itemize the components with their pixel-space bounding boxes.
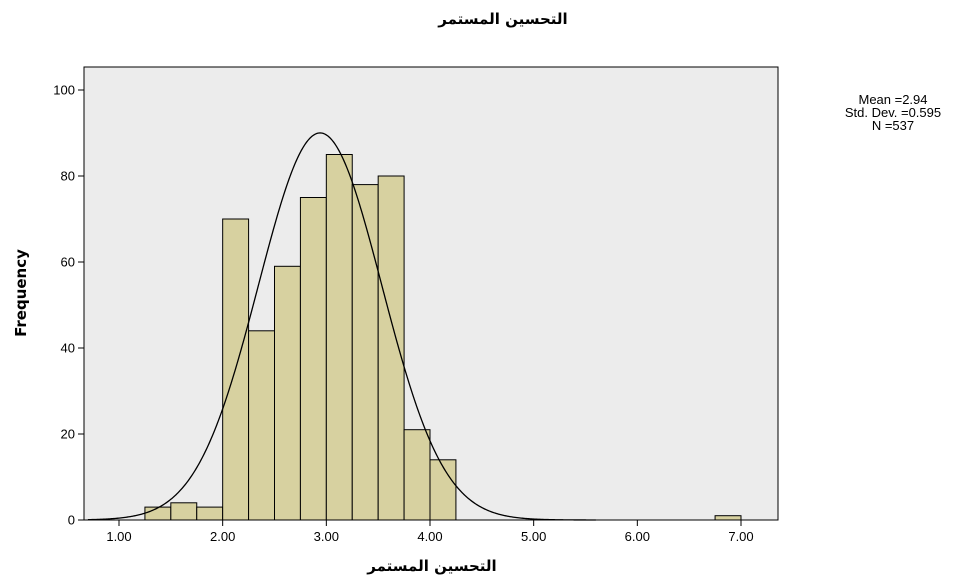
x-tick-label: 3.00 <box>314 529 339 544</box>
y-tick-label: 80 <box>61 169 75 184</box>
histogram-bar <box>274 265 301 521</box>
histogram-bar <box>429 459 457 521</box>
chart-title: التحسين المستمر <box>437 10 567 28</box>
histogram-bar <box>714 515 742 521</box>
stats-mean: Mean =2.94 <box>858 92 927 107</box>
y-tick-label: 100 <box>53 83 75 98</box>
normal-curve <box>87 132 596 521</box>
x-tick-label: 6.00 <box>625 529 650 544</box>
histogram-bar <box>170 502 198 521</box>
histogram-bar <box>377 175 405 521</box>
histogram-bar <box>351 184 379 521</box>
x-tick-label: 7.00 <box>728 529 753 544</box>
bars-layer <box>144 154 742 521</box>
plot-area <box>83 66 779 521</box>
x-tick-label: 4.00 <box>417 529 442 544</box>
x-axis: 1.00 2.00 3.00 4.00 5.00 6.00 7.00 <box>106 520 754 544</box>
histogram-bar <box>196 506 224 521</box>
x-tick-label: 2.00 <box>210 529 235 544</box>
stats-box: Mean =2.94 Std. Dev. =0.595 N =537 <box>845 92 941 133</box>
x-tick-label: 1.00 <box>106 529 131 544</box>
y-axis-title: Frequency <box>12 249 30 337</box>
x-axis-title: التحسين المستمر <box>366 557 496 575</box>
y-axis: 0 20 40 60 80 100 <box>53 83 84 528</box>
histogram-bar <box>403 429 431 521</box>
y-tick-label: 0 <box>68 513 75 528</box>
y-tick-label: 60 <box>61 255 75 270</box>
histogram-bar <box>248 330 276 521</box>
stats-std-dev: Std. Dev. =0.595 <box>845 105 941 120</box>
histogram-bar <box>144 506 172 521</box>
histogram-bar <box>299 197 327 521</box>
x-tick-label: 5.00 <box>521 529 546 544</box>
stats-n: N =537 <box>872 118 914 133</box>
histogram-bar <box>325 154 353 521</box>
y-tick-label: 20 <box>61 427 75 442</box>
y-tick-label: 40 <box>61 341 75 356</box>
